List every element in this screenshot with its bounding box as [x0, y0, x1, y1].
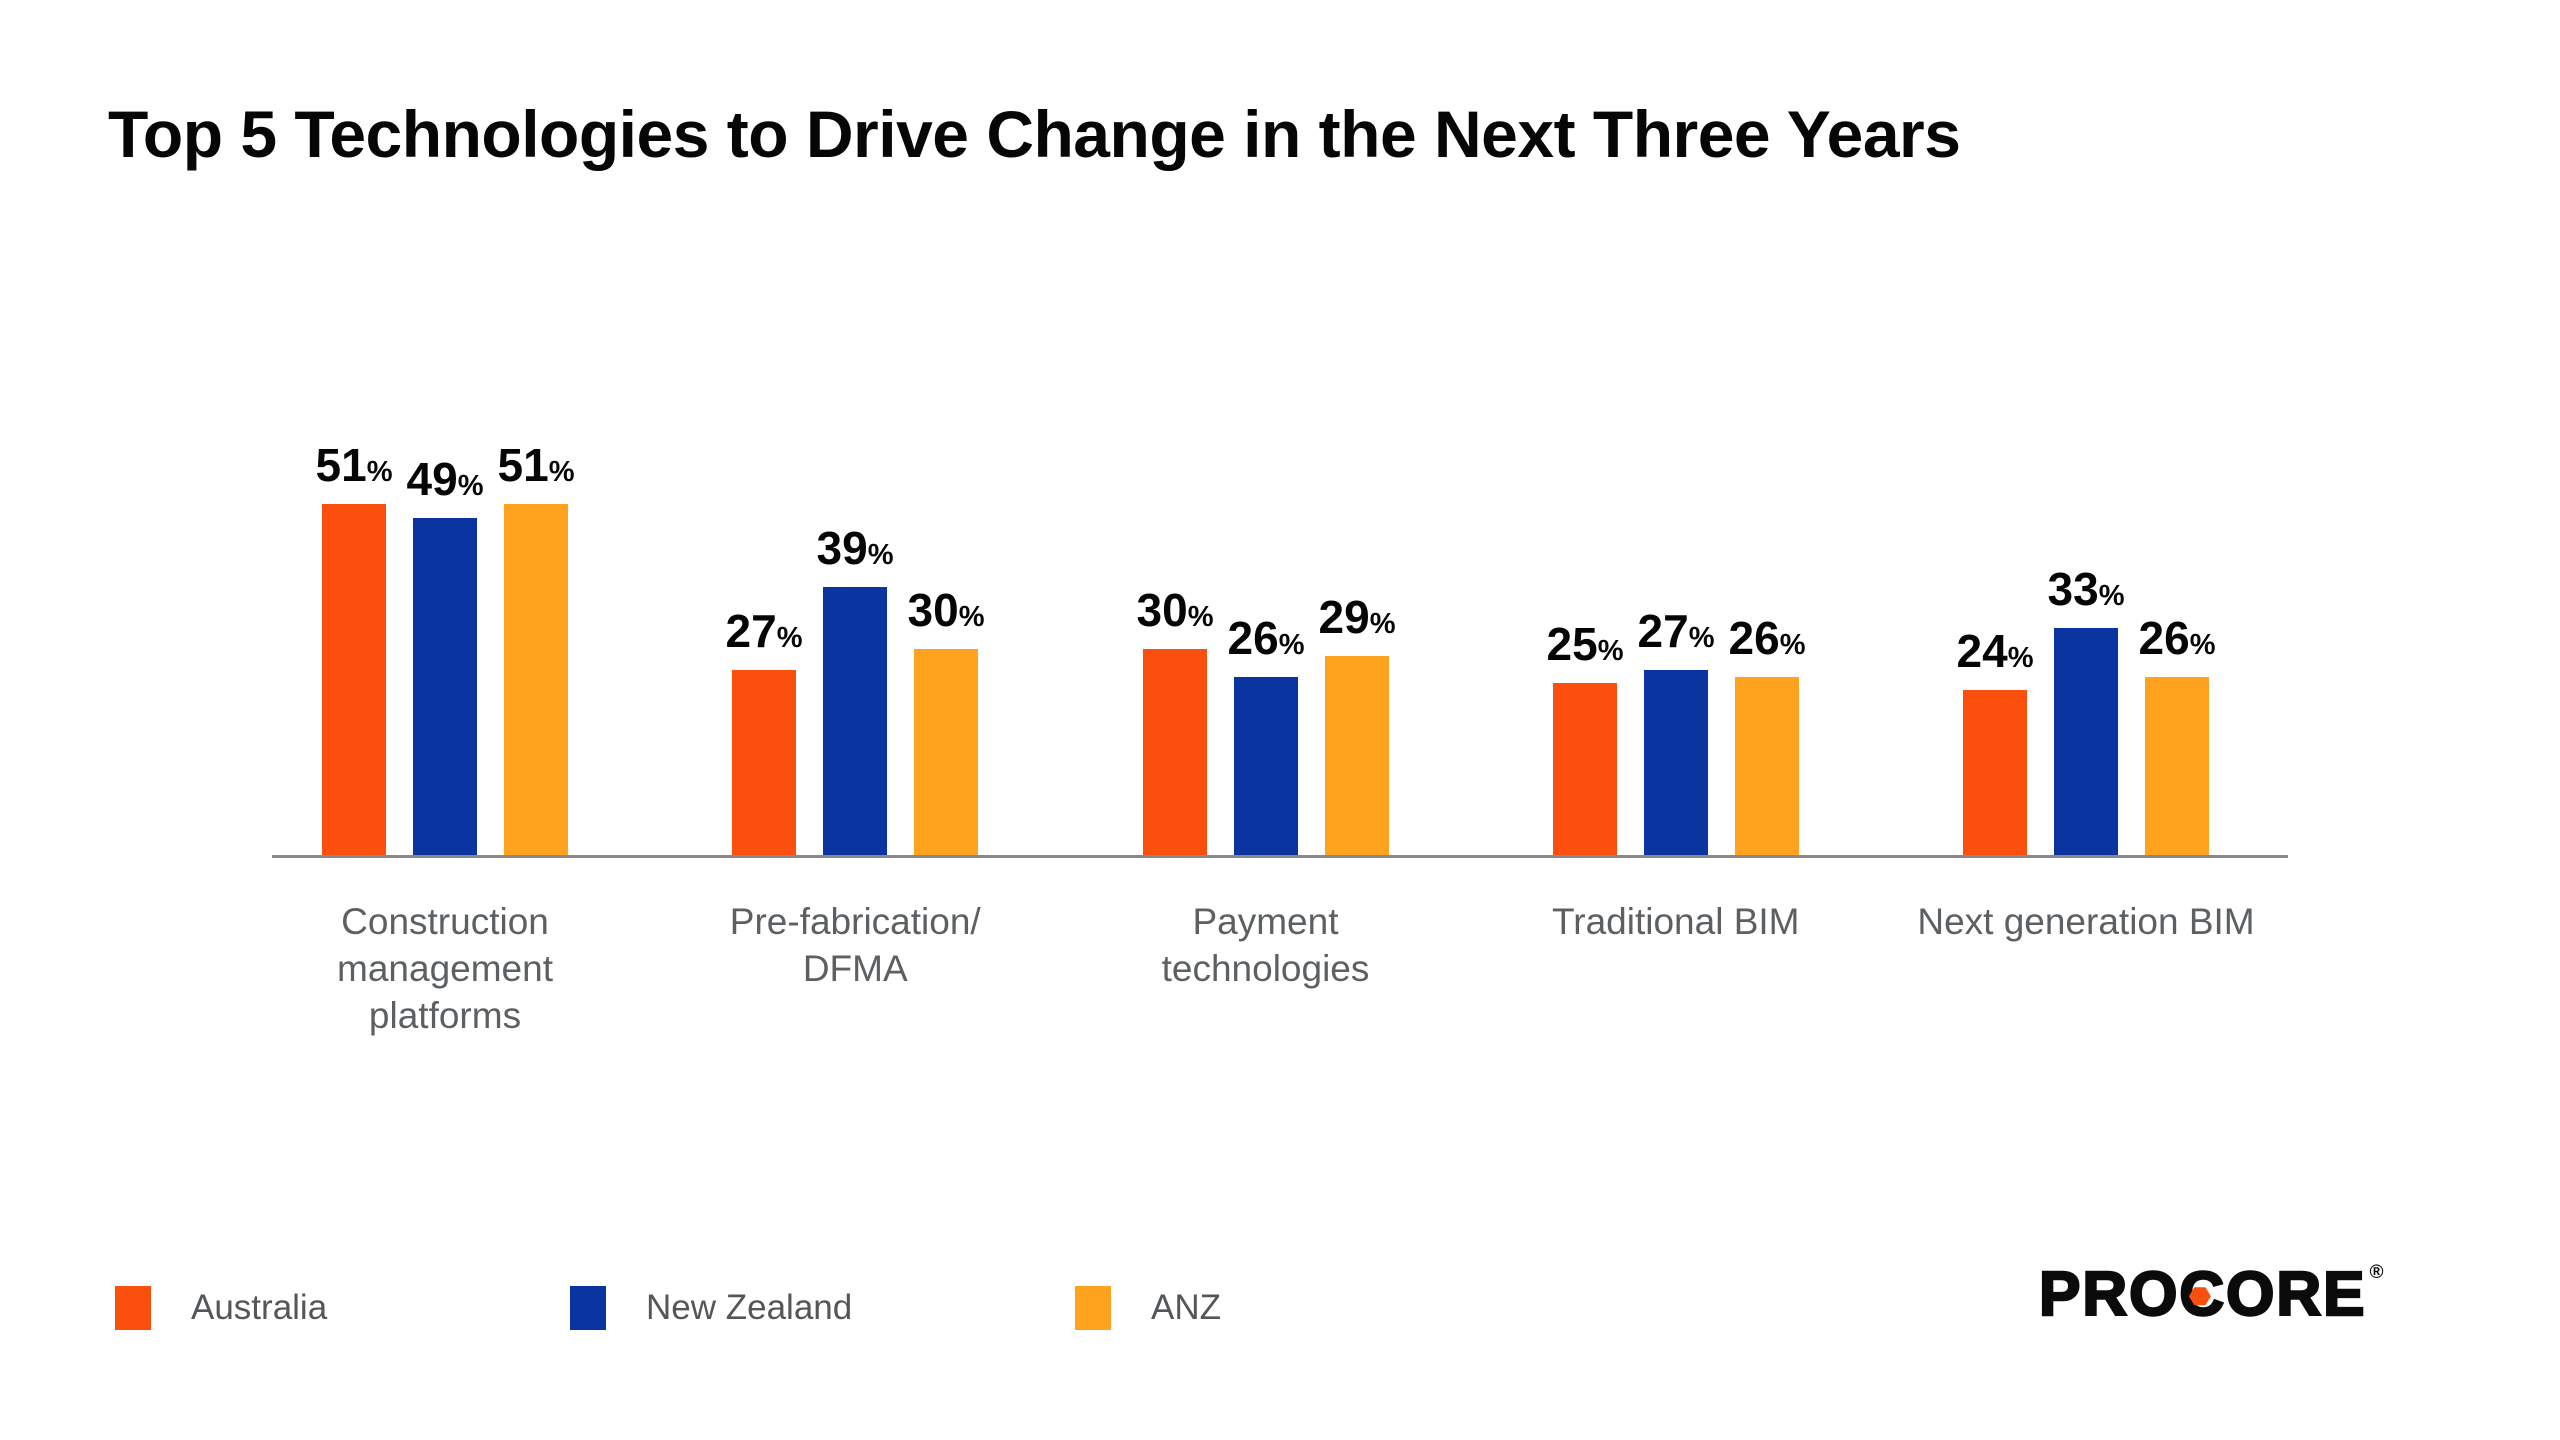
legend-swatch	[115, 1286, 151, 1330]
chart-title: Top 5 Technologies to Drive Change in th…	[108, 97, 1961, 171]
value-label: 27%	[684, 606, 844, 663]
percent-sign: %	[1278, 629, 1305, 661]
percent-sign: %	[776, 622, 803, 654]
percent-sign: %	[366, 456, 393, 488]
percent-sign: %	[1369, 608, 1396, 640]
category-label: Construction management platforms	[337, 901, 553, 1036]
value-number: 24	[1956, 625, 2008, 677]
percent-sign: %	[457, 470, 484, 502]
bar-new-zealand	[823, 587, 887, 856]
category-label: Traditional BIM	[1552, 901, 1800, 942]
percent-sign: %	[2098, 580, 2125, 612]
percent-sign: %	[1597, 635, 1624, 667]
value-number: 33	[2047, 563, 2099, 615]
value-label: 24%	[1915, 626, 2075, 683]
value-number: 27	[1637, 605, 1689, 657]
registered-mark: ®	[2369, 1262, 2384, 1283]
value-label: 39%	[775, 523, 935, 580]
value-label: 51%	[274, 440, 434, 497]
percent-sign: %	[2189, 629, 2216, 661]
legend-swatch	[1075, 1286, 1111, 1330]
value-label: 30%	[866, 585, 1026, 642]
category-label: Payment technologies	[1161, 901, 1370, 989]
logo-letter: C	[2178, 1262, 2225, 1327]
bar-new-zealand	[2054, 628, 2118, 856]
value-number: 26	[1227, 612, 1279, 664]
percent-sign: %	[958, 601, 985, 633]
value-number: 51	[315, 439, 367, 491]
value-label: 33%	[2006, 564, 2166, 621]
legend-item-new-zealand: New Zealand	[570, 1286, 852, 1330]
percent-sign: %	[1688, 622, 1715, 654]
value-label: 26%	[1186, 613, 1346, 670]
logo-letter: E	[2322, 1260, 2366, 1329]
logo-letter: R	[2081, 1260, 2128, 1329]
bar-new-zealand	[413, 518, 477, 856]
legend-swatch	[570, 1286, 606, 1330]
value-number: 39	[816, 522, 868, 574]
bar-new-zealand	[1234, 677, 1298, 856]
value-label: 25%	[1505, 619, 1665, 676]
value-number: 26	[1728, 612, 1780, 664]
value-number: 26	[2138, 612, 2190, 664]
percent-sign: %	[867, 539, 894, 571]
bar-anz	[914, 649, 978, 856]
value-label: 30%	[1095, 585, 1255, 642]
legend-label: Australia	[191, 1288, 328, 1327]
logo-letter: P	[2038, 1260, 2082, 1329]
procore-wordmark: PROCORE	[2038, 1260, 2366, 1329]
value-label: 51%	[456, 440, 616, 497]
percent-sign: %	[1187, 601, 1214, 633]
hexagon-icon	[2188, 1287, 2211, 1306]
category-label: Pre-fabrication/ DFMA	[729, 901, 981, 989]
bar-new-zealand	[1644, 670, 1708, 856]
percent-sign: %	[1779, 629, 1806, 661]
legend: Australia New Zealand ANZ	[0, 1286, 2560, 1334]
value-number: 29	[1318, 591, 1370, 643]
procore-logo: PROCORE®	[2038, 1260, 2384, 1329]
legend-label: ANZ	[1151, 1288, 1221, 1327]
legend-item-australia: Australia	[115, 1286, 327, 1330]
legend-label: New Zealand	[646, 1288, 853, 1327]
value-label: 29%	[1277, 592, 1437, 649]
value-number: 27	[725, 605, 777, 657]
bar-australia	[322, 504, 386, 856]
percent-sign: %	[548, 456, 575, 488]
bar-anz	[504, 504, 568, 856]
bar-anz	[1735, 677, 1799, 856]
value-label: 49%	[365, 454, 525, 511]
value-number: 30	[907, 584, 959, 636]
category-label: Next generation BIM	[1917, 901, 2255, 942]
value-number: 51	[497, 439, 549, 491]
value-number: 49	[406, 453, 458, 505]
logo-letter: O	[2128, 1260, 2179, 1329]
bar-anz	[2145, 677, 2209, 856]
logo-letter: O	[2225, 1260, 2276, 1329]
bar-australia	[732, 670, 796, 856]
bar-australia	[1143, 649, 1207, 856]
logo-letter: R	[2275, 1260, 2322, 1329]
percent-sign: %	[2007, 642, 2034, 674]
x-axis-line	[272, 855, 2288, 858]
value-label: 27%	[1596, 606, 1756, 663]
value-number: 30	[1136, 584, 1188, 636]
bar-australia	[1553, 683, 1617, 856]
value-number: 25	[1546, 618, 1598, 670]
value-label: 26%	[1687, 613, 1847, 670]
value-label: 26%	[2097, 613, 2257, 670]
bar-australia	[1963, 690, 2027, 856]
bar-anz	[1325, 656, 1389, 856]
legend-item-anz: ANZ	[1075, 1286, 1221, 1330]
